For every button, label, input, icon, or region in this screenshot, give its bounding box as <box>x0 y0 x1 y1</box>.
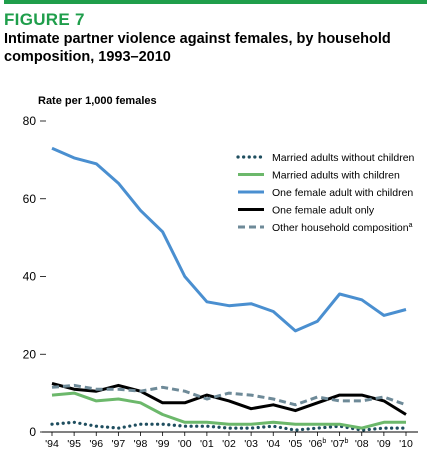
legend-label: Other household compositiona <box>272 222 413 234</box>
legend-superscript: a <box>409 222 413 229</box>
y-tick-label: 40 <box>23 270 37 284</box>
x-tick-label: '07b <box>331 438 349 450</box>
y-axis-label: Rate per 1,000 females <box>38 95 157 107</box>
chart-title: Intimate partner violence against female… <box>4 31 391 65</box>
x-tick-label: '99 <box>156 438 170 450</box>
x-tick-label: '05 <box>289 438 303 450</box>
legend-label: Married adults without children <box>272 152 415 164</box>
legend-label: One female adult only <box>272 205 375 217</box>
series-line-1 <box>50 420 408 432</box>
x-tick-label: '94 <box>45 438 59 450</box>
x-tick-label: '95 <box>67 438 81 450</box>
legend-label: One female adult with children <box>272 187 413 199</box>
x-tick-label: '08 <box>355 438 369 450</box>
y-tick-label: 60 <box>23 192 37 206</box>
x-tick-label: '04 <box>266 438 280 450</box>
x-tick-superscript: b <box>345 438 349 445</box>
x-tick-label: '02 <box>222 438 236 450</box>
series-line-2 <box>51 391 406 430</box>
x-tick-label: '06b <box>309 438 327 450</box>
x-tick-label: '10 <box>399 438 413 450</box>
y-tick-label: 0 <box>29 425 36 439</box>
x-tick-label: '03 <box>244 438 258 450</box>
x-tick-label: '97 <box>112 438 126 450</box>
x-tick-superscript: b <box>322 438 326 445</box>
x-tick-label: '01 <box>200 438 214 450</box>
y-tick-label: 20 <box>23 347 37 361</box>
series-line-3 <box>51 146 407 333</box>
x-tick-label: '96 <box>89 438 103 450</box>
x-tick-label: '00 <box>178 438 192 450</box>
figure-label: FIGURE 7 <box>4 10 85 29</box>
series-line-5 <box>51 383 407 407</box>
x-tick-label: '09 <box>377 438 391 450</box>
x-tick-label: '98 <box>134 438 148 450</box>
y-tick-label: 80 <box>23 114 37 128</box>
top-accent-bar <box>4 0 427 4</box>
legend-label: Married adults with children <box>272 170 400 182</box>
